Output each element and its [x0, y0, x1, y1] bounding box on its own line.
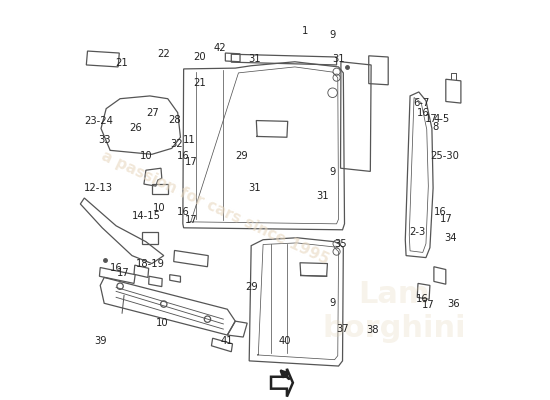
Text: 41: 41	[220, 336, 233, 346]
Text: 31: 31	[316, 191, 329, 201]
Text: 9: 9	[329, 298, 336, 308]
Text: 2-3: 2-3	[409, 227, 425, 237]
Text: 1: 1	[301, 26, 308, 36]
Text: 42: 42	[213, 43, 225, 53]
Text: 39: 39	[95, 336, 107, 346]
Text: 10: 10	[156, 318, 168, 328]
Text: 18-19: 18-19	[135, 258, 164, 268]
Text: 4-5: 4-5	[434, 114, 450, 124]
Text: 38: 38	[366, 325, 378, 335]
Text: 9: 9	[329, 167, 336, 177]
Text: 31: 31	[248, 54, 261, 64]
Text: 16: 16	[110, 262, 123, 272]
Text: 28: 28	[169, 115, 181, 125]
Text: 16: 16	[177, 151, 190, 161]
Text: 10: 10	[140, 151, 152, 161]
Text: 12-13: 12-13	[84, 183, 113, 193]
Text: 17: 17	[439, 214, 452, 224]
Text: 27: 27	[147, 108, 159, 118]
Text: 34: 34	[444, 233, 457, 243]
Text: 33: 33	[99, 136, 111, 146]
Text: 21: 21	[116, 58, 129, 68]
Text: 11: 11	[183, 136, 196, 146]
Text: 40: 40	[279, 336, 291, 346]
Text: 17: 17	[422, 300, 435, 310]
Text: 32: 32	[170, 138, 183, 148]
Text: 10: 10	[153, 203, 166, 213]
Text: 16: 16	[416, 294, 428, 304]
Text: 17: 17	[185, 157, 198, 167]
Text: 17: 17	[185, 215, 198, 225]
Text: 6-7: 6-7	[413, 98, 430, 108]
Text: 9: 9	[329, 30, 336, 40]
Text: 25-30: 25-30	[431, 151, 459, 161]
Text: a passion for cars since 1995: a passion for cars since 1995	[99, 148, 332, 268]
Text: 31: 31	[332, 54, 345, 64]
Text: 22: 22	[157, 49, 170, 59]
Text: 17: 17	[425, 114, 437, 124]
Text: 37: 37	[336, 324, 349, 334]
Text: 23-24: 23-24	[84, 116, 113, 126]
Text: 17: 17	[117, 268, 130, 278]
Text: 16: 16	[416, 108, 429, 118]
Text: 20: 20	[193, 52, 206, 62]
Text: 14-15: 14-15	[131, 211, 161, 221]
Text: 35: 35	[334, 239, 347, 249]
Text: 16: 16	[434, 207, 447, 217]
Text: 8: 8	[433, 122, 439, 132]
Text: 29: 29	[245, 282, 257, 292]
Text: 36: 36	[448, 299, 460, 309]
Text: 21: 21	[193, 78, 206, 88]
Text: Lam
borghini: Lam borghini	[322, 280, 466, 342]
Text: 31: 31	[248, 183, 261, 193]
Text: 16: 16	[177, 207, 190, 217]
Text: 29: 29	[235, 151, 248, 161]
Text: 26: 26	[129, 123, 141, 133]
